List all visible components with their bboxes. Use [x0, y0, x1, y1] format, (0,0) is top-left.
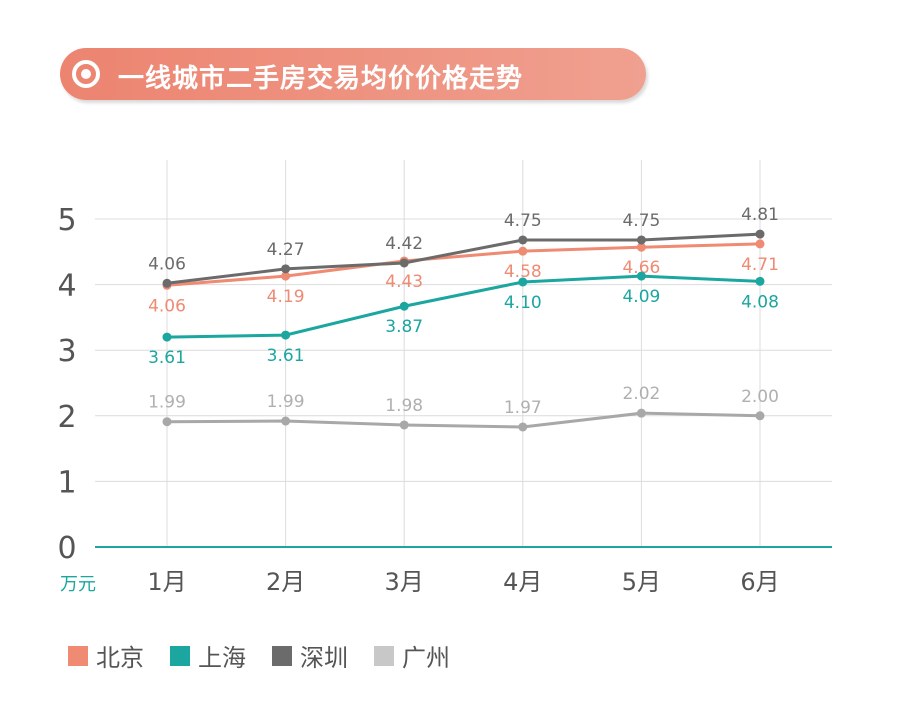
- data-label: 4.10: [504, 293, 542, 313]
- data-point: [281, 416, 291, 426]
- legend-swatch: [374, 645, 394, 666]
- data-point: [281, 271, 291, 281]
- data-label: 4.71: [741, 255, 779, 275]
- data-label: 2.02: [622, 384, 660, 404]
- legend-label: 深圳: [300, 644, 348, 672]
- data-point: [755, 239, 765, 249]
- target-icon: [72, 60, 100, 88]
- y-tick-label: 2: [57, 400, 76, 435]
- data-label: 1.99: [267, 392, 305, 412]
- data-point: [636, 408, 646, 418]
- y-tick-label: 1: [57, 465, 76, 500]
- y-tick-label: 3: [57, 334, 76, 369]
- x-tick-label: 4月: [503, 568, 542, 596]
- data-label: 1.98: [385, 396, 423, 416]
- legend-item: 深圳: [272, 638, 348, 673]
- data-label: 4.27: [267, 240, 305, 260]
- data-point: [755, 276, 765, 286]
- data-point: [281, 264, 291, 274]
- legend: 北京 上海 深圳 广州: [68, 638, 450, 673]
- data-point: [281, 330, 291, 340]
- data-label: 4.75: [504, 211, 542, 231]
- data-point: [636, 271, 646, 281]
- data-point: [399, 258, 409, 268]
- data-label: 2.00: [741, 387, 779, 407]
- data-label: 1.97: [504, 398, 542, 418]
- legend-item: 广州: [374, 638, 450, 673]
- data-label: 4.08: [741, 292, 779, 312]
- data-point: [755, 411, 765, 421]
- data-label: 4.43: [385, 272, 423, 292]
- data-point: [518, 422, 528, 432]
- legend-label: 广州: [402, 644, 450, 672]
- data-label: 4.81: [741, 205, 779, 225]
- data-point: [636, 242, 646, 252]
- data-label: 4.58: [504, 262, 542, 282]
- legend-swatch: [68, 645, 88, 666]
- data-label: 4.06: [148, 254, 186, 274]
- data-point: [399, 301, 409, 311]
- series-line-北京: [166, 242, 761, 287]
- data-label: 4.75: [622, 211, 660, 231]
- x-tick-label: 3月: [385, 568, 424, 596]
- legend-item: 北京: [68, 638, 144, 673]
- series-line-广州: [166, 411, 761, 429]
- data-label: 4.19: [267, 287, 305, 307]
- x-tick-label: 5月: [622, 568, 661, 596]
- x-tick-label: 6月: [740, 568, 779, 596]
- data-label: 1.99: [148, 393, 186, 413]
- title-banner: 一线城市二手房交易均价价格走势: [60, 48, 646, 100]
- data-point: [399, 420, 409, 430]
- data-label: 4.66: [622, 258, 660, 278]
- series-line-深圳: [166, 232, 761, 285]
- legend-label: 上海: [198, 644, 246, 672]
- y-tick-label: 0: [57, 531, 76, 566]
- y-axis-unit: 万元: [60, 574, 96, 595]
- data-point: [518, 277, 528, 287]
- data-label: 3.61: [148, 348, 186, 368]
- legend-label: 北京: [96, 644, 144, 672]
- x-tick-label: 1月: [147, 568, 186, 596]
- data-point: [636, 235, 646, 245]
- data-label: 4.09: [622, 287, 660, 307]
- data-point: [162, 278, 172, 288]
- data-point: [162, 332, 172, 342]
- data-label: 3.87: [385, 317, 423, 337]
- data-label: 4.06: [148, 296, 186, 316]
- legend-item: 上海: [170, 638, 246, 673]
- x-tick-label: 2月: [266, 568, 305, 596]
- y-tick-label: 5: [57, 203, 76, 238]
- data-point: [162, 417, 172, 427]
- series-line-上海: [166, 274, 761, 339]
- y-tick-label: 4: [57, 269, 76, 304]
- data-point: [755, 229, 765, 239]
- data-label: 3.61: [267, 346, 305, 366]
- legend-swatch: [170, 645, 190, 666]
- chart-title: 一线城市二手房交易均价价格走势: [118, 64, 524, 94]
- legend-swatch: [272, 645, 292, 666]
- data-label: 4.42: [385, 234, 423, 254]
- data-point: [518, 235, 528, 245]
- data-point: [518, 246, 528, 256]
